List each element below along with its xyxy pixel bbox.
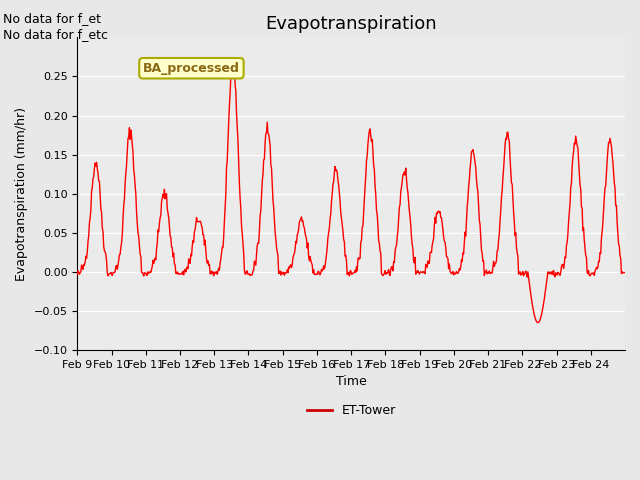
Title: Evapotranspiration: Evapotranspiration xyxy=(266,15,437,33)
Legend: ET-Tower: ET-Tower xyxy=(301,399,401,422)
Y-axis label: Evapotranspiration (mm/hr): Evapotranspiration (mm/hr) xyxy=(15,107,28,281)
Text: No data for f_et: No data for f_et xyxy=(3,12,101,24)
X-axis label: Time: Time xyxy=(336,375,367,388)
Text: BA_processed: BA_processed xyxy=(143,62,240,75)
Text: No data for f_etc: No data for f_etc xyxy=(3,28,108,41)
